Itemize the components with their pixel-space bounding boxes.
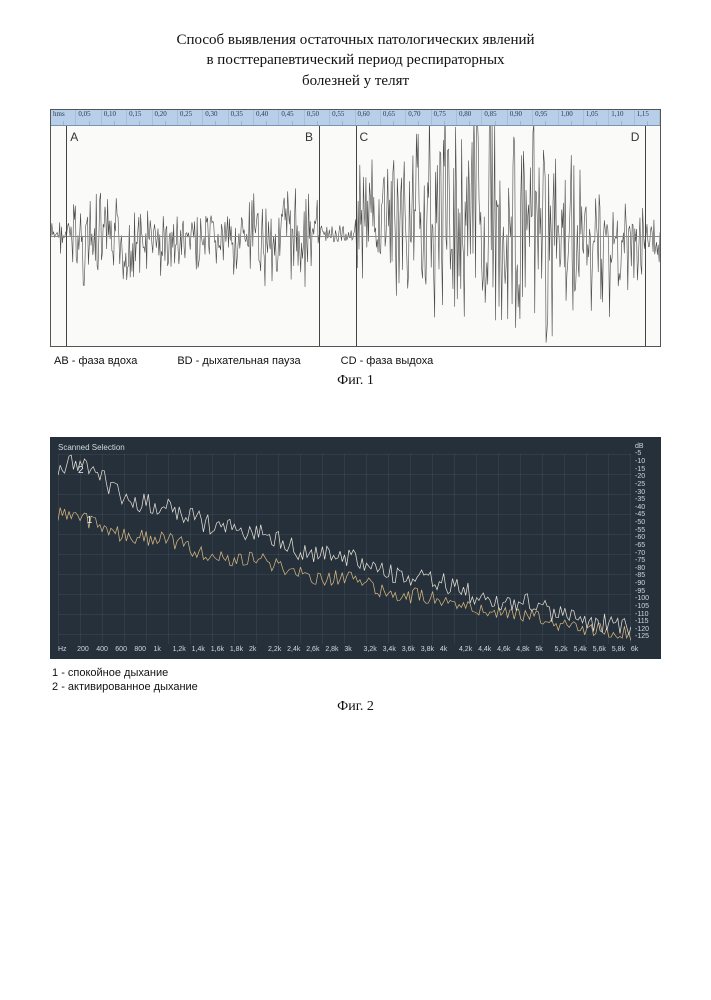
- fig2-y-tick: -85: [635, 572, 659, 579]
- fig2-y-tick: -110: [635, 611, 659, 618]
- fig2-y-tick: -60: [635, 534, 659, 541]
- ruler-tick: 0,15: [127, 110, 152, 125]
- fig2-y-tick: -5: [635, 450, 659, 457]
- ruler-tick: 0,25: [178, 110, 203, 125]
- fig2-y-tick: -80: [635, 565, 659, 572]
- fig2-y-tick: -45: [635, 511, 659, 518]
- fig1-caption: Фиг. 1: [50, 373, 661, 389]
- ruler-tick: 1,15: [635, 110, 660, 125]
- ruler-tick: hms: [51, 110, 76, 125]
- fig2-frame: Scanned Selection 1 2 Hz2004006008001k1,…: [50, 437, 661, 659]
- ruler-tick: 0,90: [508, 110, 533, 125]
- figure-2: Scanned Selection 1 2 Hz2004006008001k1,…: [50, 437, 661, 715]
- fig2-legend-1: 1 - спокойное дыхание: [52, 667, 659, 679]
- ruler-tick: 0,35: [229, 110, 254, 125]
- ruler-tick: 0,45: [279, 110, 304, 125]
- ruler-tick: 0,10: [102, 110, 127, 125]
- ruler-tick: 0,40: [254, 110, 279, 125]
- title-line-2: в посттерапевтический период респираторн…: [96, 50, 616, 70]
- fig2-panel-title: Scanned Selection: [58, 443, 631, 452]
- fig2-y-tick: -35: [635, 496, 659, 503]
- fig1-region-label-d: D: [631, 130, 640, 144]
- fig1-region-line-b: [319, 126, 320, 346]
- fig2-y-tick: -75: [635, 557, 659, 564]
- fig2-series-pointer-1: 1: [87, 515, 93, 526]
- fig2-y-tick: -105: [635, 603, 659, 610]
- fig2-y-tick: -65: [635, 542, 659, 549]
- ruler-tick: 1,00: [559, 110, 584, 125]
- fig1-legend-cd: CD - фаза выдоха: [341, 355, 434, 367]
- fig2-y-tick: -95: [635, 588, 659, 595]
- fig2-y-tick: -30: [635, 489, 659, 496]
- fig2-y-tick: -25: [635, 481, 659, 488]
- ruler-tick: 0,70: [406, 110, 431, 125]
- fig2-y-tick: -100: [635, 595, 659, 602]
- fig2-legend: 1 - спокойное дыхание 2 - активированное…: [52, 667, 659, 693]
- fig2-y-tick: -55: [635, 527, 659, 534]
- fig2-y-tick: -70: [635, 550, 659, 557]
- fig1-legend-bd: BD - дыхательная пауза: [177, 355, 300, 367]
- ruler-tick: 1,10: [609, 110, 634, 125]
- fig1-time-ruler: hms0,050,100,150,200,250,300,350,400,450…: [51, 110, 660, 126]
- fig2-y-tick: -125: [635, 633, 659, 640]
- ruler-tick: 1,05: [584, 110, 609, 125]
- fig1-waveform-area: A B C D: [51, 126, 660, 346]
- ruler-tick: 0,95: [533, 110, 558, 125]
- fig1-legend-ab: AB - фаза вдоха: [54, 355, 137, 367]
- ruler-tick: 0,75: [432, 110, 457, 125]
- fig1-region-line-a: [66, 126, 67, 346]
- fig2-y-tick: -15: [635, 466, 659, 473]
- fig2-plot-area: 1 2: [58, 454, 631, 644]
- page-title: Способ выявления остаточных патологическ…: [96, 30, 616, 91]
- fig1-region-line-c: [356, 126, 357, 346]
- fig2-svg: [58, 454, 631, 644]
- fig1-legend: AB - фаза вдоха BD - дыхательная пауза C…: [54, 355, 657, 367]
- ruler-tick: 0,65: [381, 110, 406, 125]
- ruler-tick: 0,30: [203, 110, 228, 125]
- ruler-tick: 0,20: [153, 110, 178, 125]
- fig1-region-line-d: [645, 126, 646, 346]
- figure-1: hms0,050,100,150,200,250,300,350,400,450…: [50, 109, 661, 389]
- ruler-tick: 0,80: [457, 110, 482, 125]
- ruler-tick: 0,60: [356, 110, 381, 125]
- fig2-y-tick: -40: [635, 504, 659, 511]
- fig2-y-tick: -10: [635, 458, 659, 465]
- fig2-y-tick: -20: [635, 473, 659, 480]
- fig2-y-axis: dB-5-10-15-20-25-30-35-40-45-50-55-60-65…: [635, 443, 659, 641]
- title-line-1: Способ выявления остаточных патологическ…: [96, 30, 616, 50]
- fig2-y-tick: -90: [635, 580, 659, 587]
- fig1-frame: hms0,050,100,150,200,250,300,350,400,450…: [50, 109, 661, 347]
- ruler-tick: 0,55: [330, 110, 355, 125]
- fig2-y-tick: -50: [635, 519, 659, 526]
- fig2-y-tick: -115: [635, 618, 659, 625]
- fig1-region-label-c: C: [360, 130, 369, 144]
- fig2-y-tick: -120: [635, 626, 659, 633]
- fig2-y-tick: dB: [635, 443, 659, 450]
- fig2-series-pointer-2: 2: [78, 465, 84, 476]
- ruler-tick: 0,85: [482, 110, 507, 125]
- ruler-tick: 0,50: [305, 110, 330, 125]
- fig1-region-label-b: B: [305, 130, 313, 144]
- fig2-caption: Фиг. 2: [50, 699, 661, 715]
- fig1-region-label-a: A: [70, 130, 78, 144]
- title-line-3: болезней у телят: [96, 71, 616, 91]
- fig2-x-axis: Hz2004006008001k1,2k1,4k1,6k1,8k2k2,2k2,…: [58, 646, 631, 653]
- fig2-legend-2: 2 - активированное дыхание: [52, 681, 659, 693]
- ruler-tick: 0,05: [76, 110, 101, 125]
